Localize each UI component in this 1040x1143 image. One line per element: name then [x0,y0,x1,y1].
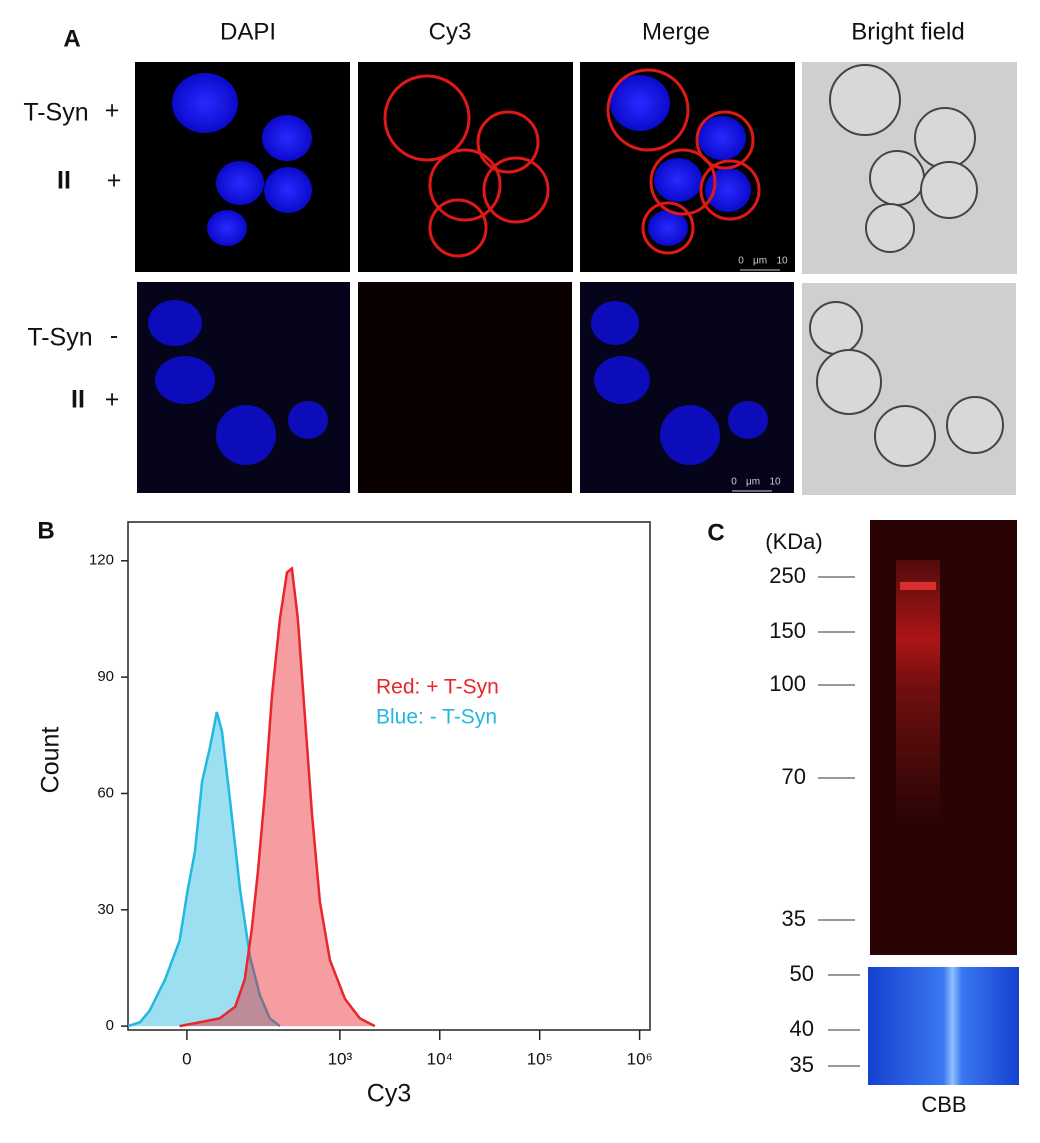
column-header: Merge [642,18,710,45]
area-fill [128,712,280,1027]
row-sign: + [107,167,122,195]
area-fill [179,568,375,1027]
x-tick-label: 10⁵ [527,1049,553,1068]
y-axis-label: Count [37,727,65,794]
scale-text: μm [753,256,767,267]
gel-lane [896,560,940,820]
x-tick-label: 10⁶ [627,1049,653,1068]
panel-label: A [63,25,80,52]
plot-frame [127,521,651,1031]
x-tick-label: 10⁴ [427,1049,453,1068]
scale-text: 0 [738,256,744,267]
scale-text: μm [746,477,760,488]
panel-label: C [707,519,724,546]
y-tick-label: 90 [97,668,114,685]
area-line [179,566,376,1028]
marker-label: 35 [782,906,806,931]
column-header: DAPI [220,18,276,45]
area-line [127,711,281,1028]
row-label: II [71,386,85,414]
column-header: Cy3 [429,18,472,45]
panel-label: B [37,517,54,544]
annotation: Blue: - T-Syn [376,706,497,729]
image-dapi [135,62,350,272]
scale-bar: 0 μm 10 0 μm 10 [730,240,794,492]
y-tick-label: 120 [89,552,114,569]
marker-label: 70 [782,764,806,789]
image-merge [580,282,794,493]
column-header: Bright field [851,18,964,45]
scale-text: 0 [731,477,737,488]
gel [870,520,1017,955]
marker-label: 150 [769,618,806,643]
x-axis-label: Cy3 [367,1080,411,1108]
image-cy3 [358,282,572,493]
x-tick-label: 0 [182,1049,191,1068]
row-label: II [57,167,71,195]
row-sign: + [105,97,120,125]
marker-label: 250 [769,563,806,588]
y-tick-label: 60 [97,784,114,801]
marker-label: 100 [769,671,806,696]
marker-label: 50 [790,961,814,986]
image-bright-field [802,283,1016,495]
y-tick-label: 30 [97,901,114,918]
scale-text: 10 [776,256,788,267]
row-label: T-Syn [27,324,92,352]
marker-label: 35 [790,1052,814,1077]
image-bright-field [802,62,1017,274]
image-dapi [137,282,350,493]
row-label: T-Syn [23,99,88,127]
image-cy3 [358,62,573,272]
gel-label: CBB [921,1092,966,1117]
annotation: Red: + T-Syn [376,676,499,699]
image-merge [580,62,795,272]
scale-text: 10 [769,477,781,488]
marker-label: 40 [790,1016,814,1041]
gel-band [900,582,936,590]
x-tick-label: 10³ [328,1049,353,1068]
y-tick-label: 0 [106,1017,114,1034]
unit-label: (KDa) [765,529,822,554]
row-sign: + [105,386,120,414]
cbb-gel [868,967,1019,1085]
row-sign: - [110,322,118,350]
